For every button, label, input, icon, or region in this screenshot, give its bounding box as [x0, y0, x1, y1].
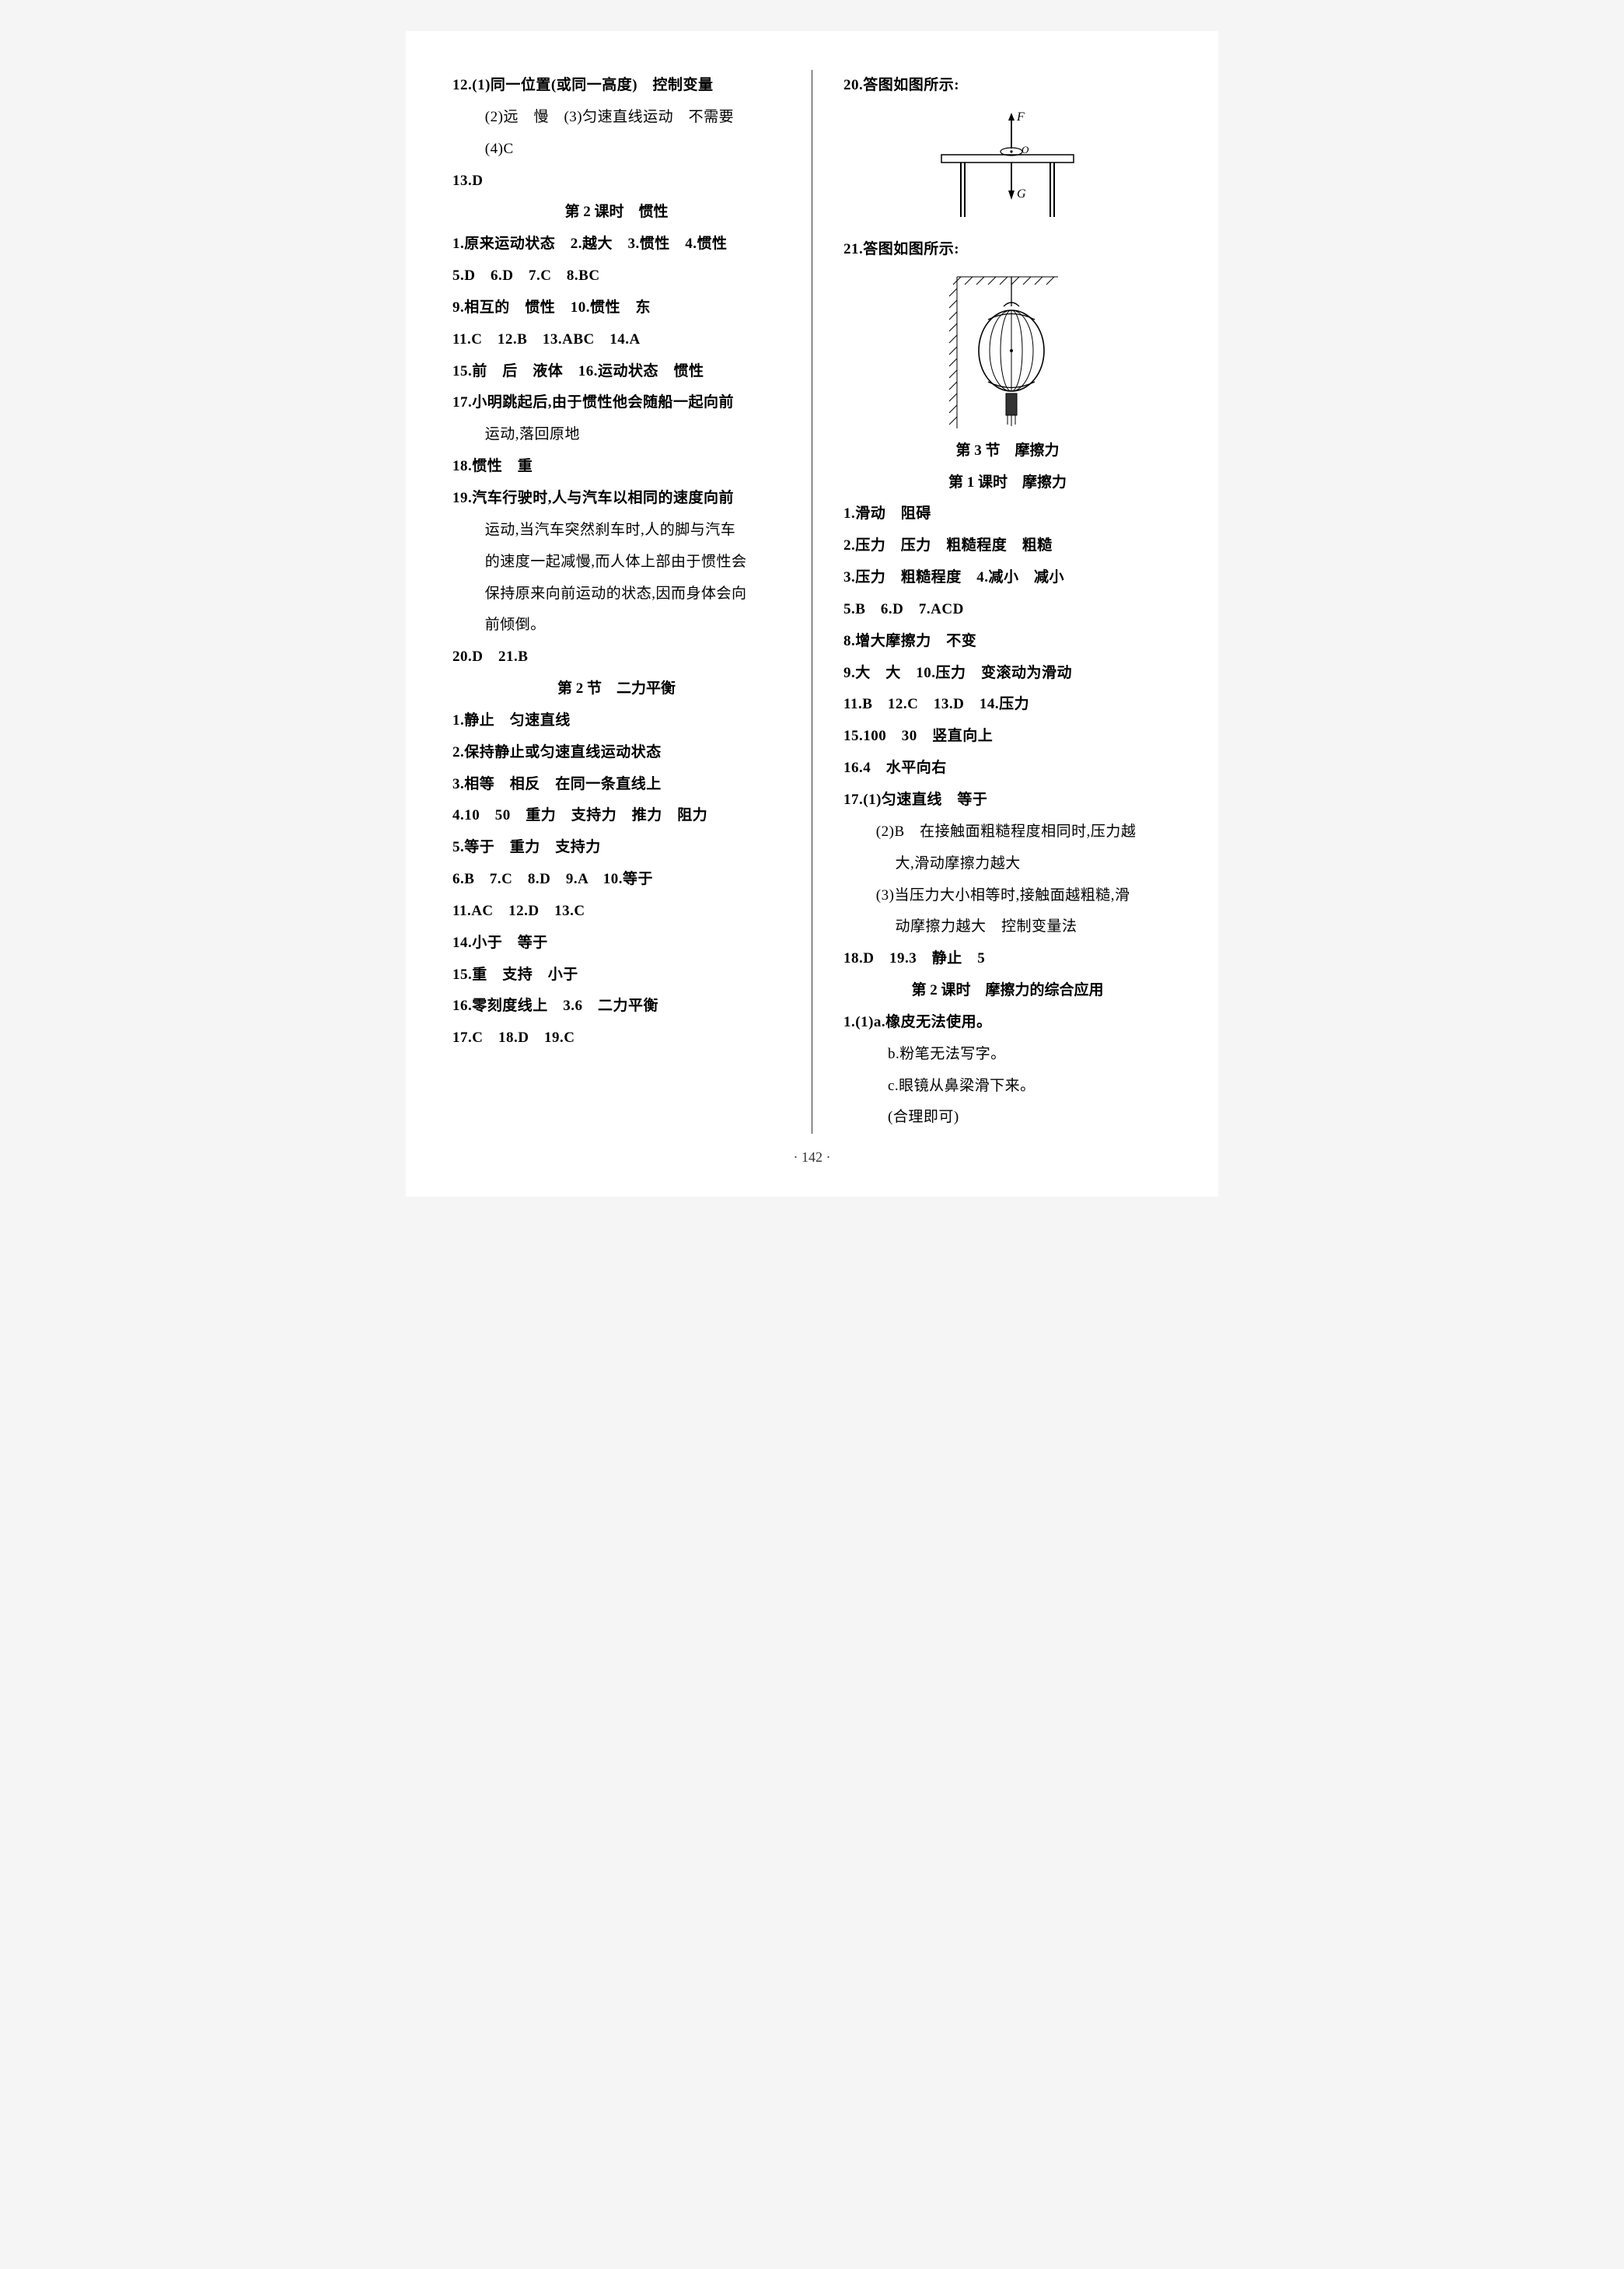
q15-16: 15.前 后 液体 16.运动状态 惯性 — [452, 356, 781, 388]
r20-text: 20.答图如图所示: — [843, 70, 1172, 102]
q1-4: 1.原来运动状态 2.越大 3.惯性 4.惯性 — [452, 229, 781, 260]
c1-note: (合理即可) — [843, 1102, 1172, 1134]
c1-c: c.眼镜从鼻梁滑下来。 — [843, 1071, 1172, 1103]
q19-line5: 前倾倒。 — [452, 610, 781, 642]
lesson2-friction-app-title: 第 2 课时 摩擦力的综合应用 — [843, 975, 1172, 1007]
right-column: 20.答图如图所示: — [843, 70, 1172, 1134]
page: 12.(1)同一位置(或同一高度) 控制变量 (2)远 慢 (3)匀速直线运动 … — [406, 31, 1218, 1197]
left-column: 12.(1)同一位置(或同一高度) 控制变量 (2)远 慢 (3)匀速直线运动 … — [452, 70, 781, 1134]
q20-21: 20.D 21.B — [452, 642, 781, 673]
b6-10: 6.B 7.C 8.D 9.A 10.等于 — [452, 864, 781, 896]
b14: 14.小于 等于 — [452, 928, 781, 960]
lesson2-inertia-title: 第 2 课时 惯性 — [452, 197, 781, 229]
m17-3: 大,滑动摩擦力越大 — [843, 848, 1172, 880]
G-label: G — [1017, 187, 1026, 201]
q13: 13.D — [452, 166, 781, 198]
section2-balance-title: 第 2 节 二力平衡 — [452, 673, 781, 705]
b15: 15.重 支持 小于 — [452, 960, 781, 991]
q12-part1: 12.(1)同一位置(或同一高度) 控制变量 — [452, 70, 781, 102]
lesson1-friction-title: 第 1 课时 摩擦力 — [843, 467, 1172, 499]
section3-friction-title: 第 3 节 摩擦力 — [843, 435, 1172, 467]
q9-10: 9.相互的 惯性 10.惯性 东 — [452, 292, 781, 324]
diagram-21-lantern — [941, 269, 1074, 432]
m8: 8.增大摩擦力 不变 — [843, 626, 1172, 658]
b5: 5.等于 重力 支持力 — [452, 832, 781, 864]
page-number: · 142 · — [452, 1149, 1172, 1166]
diagram-20-force-table: F G O — [922, 108, 1093, 225]
q12-part3: (4)C — [452, 134, 781, 166]
q17-line2: 运动,落回原地 — [452, 419, 781, 451]
m3-4: 3.压力 粗糙程度 4.减小 减小 — [843, 562, 1172, 594]
F-label: F — [1016, 110, 1025, 124]
q19-line1: 19.汽车行驶时,人与汽车以相同的速度向前 — [452, 483, 781, 515]
b1: 1.静止 匀速直线 — [452, 705, 781, 737]
q19-line4: 保持原来向前运动的状态,因而身体会向 — [452, 579, 781, 610]
q11-14: 11.C 12.B 13.ABC 14.A — [452, 324, 781, 356]
m17-2: (2)B 在接触面粗糙程度相同时,压力越 — [843, 816, 1172, 848]
b3: 3.相等 相反 在同一条直线上 — [452, 769, 781, 801]
b16: 16.零刻度线上 3.6 二力平衡 — [452, 991, 781, 1023]
m9-10: 9.大 大 10.压力 变滚动为滑动 — [843, 658, 1172, 690]
q12-part2: (2)远 慢 (3)匀速直线运动 不需要 — [452, 102, 781, 134]
q5-8: 5.D 6.D 7.C 8.BC — [452, 260, 781, 292]
m17-5: 动摩擦力越大 控制变量法 — [843, 911, 1172, 943]
c1-b: b.粉笔无法写字。 — [843, 1039, 1172, 1071]
q19-line3: 的速度一起减慢,而人体上部由于惯性会 — [452, 547, 781, 579]
m11-14: 11.B 12.C 13.D 14.压力 — [843, 689, 1172, 721]
m17-4: (3)当压力大小相等时,接触面越粗糙,滑 — [843, 880, 1172, 912]
q17-line1: 17.小明跳起后,由于惯性他会随船一起向前 — [452, 387, 781, 419]
m15: 15.100 30 竖直向上 — [843, 721, 1172, 753]
m16: 16.4 水平向右 — [843, 753, 1172, 785]
q19-line2: 运动,当汽车突然刹车时,人的脚与汽车 — [452, 515, 781, 547]
m5-7: 5.B 6.D 7.ACD — [843, 594, 1172, 626]
m17-1: 17.(1)匀速直线 等于 — [843, 785, 1172, 816]
b11-13: 11.AC 12.D 13.C — [452, 896, 781, 928]
r21-text: 21.答图如图所示: — [843, 234, 1172, 266]
b4: 4.10 50 重力 支持力 推力 阻力 — [452, 800, 781, 832]
b2: 2.保持静止或匀速直线运动状态 — [452, 737, 781, 769]
m2: 2.压力 压力 粗糙程度 粗糙 — [843, 530, 1172, 562]
c1-a: 1.(1)a.橡皮无法使用。 — [843, 1007, 1172, 1039]
m18-19: 18.D 19.3 静止 5 — [843, 943, 1172, 975]
b17-19: 17.C 18.D 19.C — [452, 1023, 781, 1054]
m1: 1.滑动 阻碍 — [843, 498, 1172, 530]
two-column-layout: 12.(1)同一位置(或同一高度) 控制变量 (2)远 慢 (3)匀速直线运动 … — [452, 70, 1172, 1134]
O-label: O — [1022, 144, 1029, 156]
q18: 18.惯性 重 — [452, 451, 781, 483]
